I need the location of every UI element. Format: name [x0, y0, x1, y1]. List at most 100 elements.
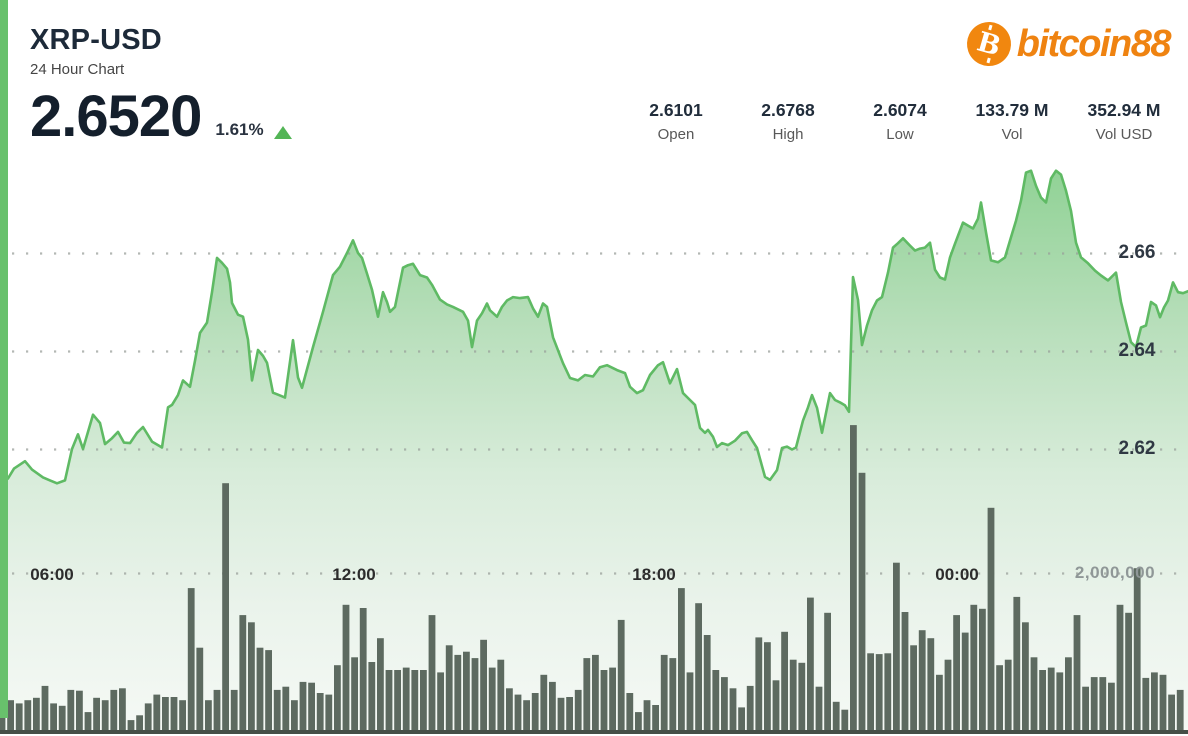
- volume-bar: [944, 659, 952, 732]
- volume-bar: [162, 697, 169, 732]
- volume-bar: [987, 507, 995, 732]
- stat-open-value: 2.6101: [649, 100, 703, 120]
- volume-bar: [334, 665, 341, 732]
- volume-bar: [127, 720, 135, 732]
- volume-bar: [265, 650, 272, 732]
- volume-bar: [1151, 672, 1158, 732]
- volume-bar: [1159, 674, 1167, 732]
- volume-bar: [557, 697, 565, 732]
- volume-bar: [170, 697, 178, 732]
- volume-bar: [643, 700, 651, 732]
- stat-vol-usd: 352.94 M Vol USD: [1068, 100, 1180, 143]
- volume-bar: [1065, 657, 1072, 732]
- volume-bar: [910, 645, 917, 732]
- bitcoin-coin-icon: B: [965, 20, 1012, 68]
- volume-bar: [385, 670, 393, 732]
- volume-bar: [428, 615, 436, 732]
- volume-bar: [540, 674, 548, 732]
- volume-bar: [772, 680, 780, 732]
- volume-bar: [660, 654, 668, 732]
- volume-bar: [67, 689, 75, 732]
- stat-low: 2.6074 Low: [844, 100, 956, 143]
- volume-bar: [471, 658, 479, 732]
- volume-bar: [15, 703, 23, 732]
- volume-axis-tick: 2,000,000: [1074, 563, 1156, 582]
- volume-bar: [884, 653, 892, 732]
- volume-bar: [394, 670, 401, 732]
- volume-bar: [239, 615, 247, 732]
- volume-bar: [875, 654, 883, 732]
- volume-bar: [858, 472, 866, 732]
- volume-bar: [196, 647, 204, 732]
- price-area-fill: [0, 170, 1188, 732]
- volume-bar: [592, 654, 599, 732]
- volume-bar: [953, 615, 960, 732]
- volume-bar: [230, 689, 238, 732]
- price-row: 2.6520 1.61%: [30, 88, 292, 146]
- volume-bar: [979, 608, 986, 732]
- header: XRP-USD 24 Hour Chart 2.6520 1.61%: [30, 24, 292, 146]
- volume-bar: [351, 657, 358, 732]
- volume-bar: [497, 659, 505, 732]
- volume-bar: [368, 662, 376, 732]
- x-axis-tick-0000: 00:00: [935, 565, 979, 584]
- volume-bar: [789, 659, 797, 732]
- volume-bar: [437, 672, 444, 732]
- stat-vol-label: Vol: [1001, 126, 1023, 143]
- volume-bar: [420, 670, 427, 732]
- volume-bar: [58, 705, 66, 732]
- volume-bar: [1168, 694, 1175, 732]
- volume-bar: [712, 670, 720, 732]
- volume-bar: [101, 700, 109, 732]
- volume-bar: [488, 667, 496, 732]
- y-axis-tick-2-62: 2.62: [1118, 438, 1156, 459]
- stat-high: 2.6768 High: [732, 100, 844, 143]
- volume-bar: [325, 694, 333, 732]
- volume-bar: [893, 562, 900, 732]
- stat-high-value: 2.6768: [761, 100, 815, 120]
- volume-bar: [807, 597, 814, 732]
- volume-bar: [867, 653, 874, 732]
- stat-vol-usd-label: Vol USD: [1095, 126, 1153, 143]
- volume-bar: [282, 686, 290, 732]
- volume-bar: [1039, 670, 1046, 732]
- volume-bar: [1013, 596, 1021, 733]
- volume-bar: [506, 688, 513, 732]
- volume-bar: [144, 703, 152, 732]
- volume-bar: [1099, 677, 1107, 732]
- volume-bar: [50, 703, 57, 732]
- volume-bar: [798, 662, 806, 732]
- volume-bar: [1082, 686, 1089, 732]
- volume-bar: [781, 631, 788, 732]
- stat-vol: 133.79 M Vol: [956, 100, 1068, 143]
- stats-row: 2.6101 Open 2.6768 High 2.6074 Low 133.7…: [620, 100, 1180, 143]
- volume-bar: [187, 588, 195, 732]
- volume-bar: [531, 693, 539, 732]
- bitcoin88-logo[interactable]: B bitcoin88: [965, 20, 1172, 68]
- volume-bar: [84, 712, 92, 732]
- volume-bar: [635, 712, 642, 732]
- logo-text: bitcoin88: [1016, 22, 1172, 65]
- x-axis-tick-1800: 18:00: [632, 565, 676, 584]
- volume-bar: [76, 690, 83, 732]
- volume-bar: [411, 670, 419, 732]
- y-axis-tick-2-66: 2.66: [1118, 242, 1156, 263]
- stat-low-label: Low: [886, 126, 914, 143]
- up-arrow-icon: [273, 126, 292, 139]
- volume-bar: [721, 677, 728, 732]
- volume-bar: [815, 686, 823, 732]
- volume-bar: [996, 665, 1003, 732]
- left-accent-stripe: [0, 0, 8, 718]
- symbol-title: XRP-USD: [30, 24, 162, 56]
- volume-bar: [7, 700, 14, 732]
- volume-bar: [308, 682, 315, 732]
- volume-bar: [93, 697, 100, 732]
- volume-bar: [729, 688, 737, 732]
- volume-bar: [1004, 659, 1012, 732]
- volume-bar: [764, 642, 771, 732]
- volume-bar: [695, 603, 702, 732]
- volume-bar: [205, 700, 212, 732]
- stat-high-label: High: [772, 126, 804, 143]
- volume-bar: [901, 612, 909, 732]
